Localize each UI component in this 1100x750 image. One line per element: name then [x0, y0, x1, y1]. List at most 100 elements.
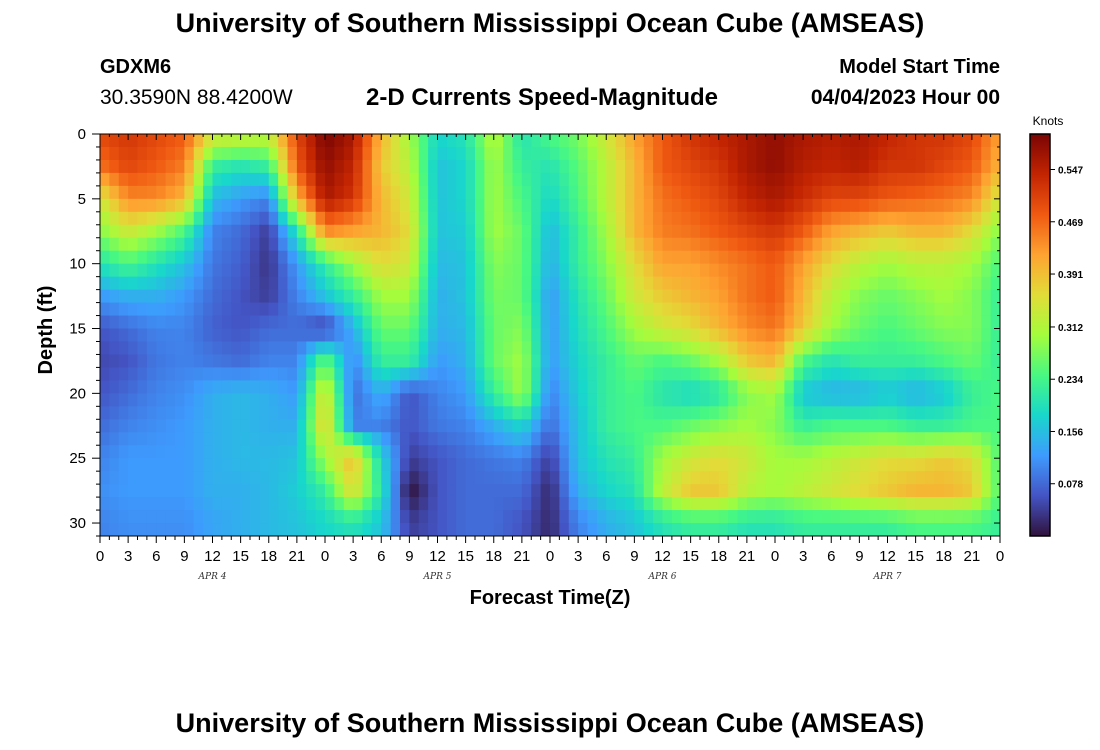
heatmap-cell	[531, 432, 542, 446]
heatmap-cell	[653, 289, 664, 304]
heatmap-cell	[446, 224, 457, 239]
heatmap-cell	[596, 237, 607, 252]
heatmap-cell	[540, 341, 551, 356]
heatmap-cell	[718, 393, 729, 407]
heatmap-cell	[971, 198, 982, 213]
heatmap-cell	[315, 159, 326, 174]
heatmap-cell	[868, 367, 879, 381]
heatmap-cell	[465, 367, 476, 381]
heatmap-cell	[287, 134, 298, 148]
heatmap-cell	[943, 341, 954, 356]
heatmap-cell	[953, 393, 964, 407]
heatmap-cell	[381, 497, 392, 511]
heatmap-cell	[793, 211, 804, 226]
heatmap-cell	[109, 172, 120, 187]
heatmap-cell	[390, 263, 401, 278]
heatmap-cell	[287, 289, 298, 304]
heatmap-cell	[896, 224, 907, 239]
heatmap-cell	[962, 302, 973, 317]
heatmap-cell	[137, 250, 148, 265]
heatmap-cell	[981, 250, 992, 265]
heatmap-cell	[906, 354, 917, 369]
heatmap-cell	[962, 419, 973, 433]
heatmap-cell	[484, 471, 495, 485]
heatmap-cell	[259, 484, 270, 498]
heatmap-cell	[484, 367, 495, 381]
heatmap-cell	[287, 211, 298, 226]
heatmap-cell	[175, 393, 185, 407]
heatmap-cell	[540, 523, 551, 536]
heatmap-cell	[521, 198, 532, 213]
heatmap-cell	[315, 406, 326, 420]
heatmap-cell	[812, 367, 823, 381]
heatmap-cell	[953, 289, 964, 304]
heatmap-cell	[156, 510, 167, 524]
heatmap-cell	[709, 263, 720, 278]
heatmap-cell	[915, 159, 926, 174]
heatmap-cell	[193, 289, 204, 304]
heatmap-cell	[709, 172, 720, 187]
heatmap-cell	[428, 289, 439, 304]
heatmap-cell	[250, 211, 260, 226]
heatmap-cell	[615, 185, 626, 200]
heatmap-cell	[475, 328, 485, 343]
heatmap-cell	[803, 432, 814, 446]
heatmap-cell	[446, 406, 457, 420]
heatmap-cell	[437, 211, 448, 226]
heatmap-cell	[175, 172, 185, 187]
heatmap-cell	[821, 172, 832, 187]
heatmap-cell	[484, 146, 495, 161]
heatmap-cell	[193, 458, 204, 472]
heatmap-cell	[409, 263, 420, 278]
heatmap-cell	[662, 406, 673, 420]
heatmap-cell	[512, 458, 523, 472]
heatmap-cell	[793, 445, 804, 459]
heatmap-cell	[803, 406, 814, 420]
heatmap-cell	[671, 198, 682, 213]
heatmap-cell	[550, 289, 560, 304]
heatmap-cell	[521, 432, 532, 446]
heatmap-cell	[671, 315, 682, 330]
heatmap-cell	[278, 172, 289, 187]
heatmap-cell	[568, 393, 579, 407]
heatmap-cell	[953, 276, 964, 291]
heatmap-cell	[971, 289, 982, 304]
heatmap-cell	[203, 289, 214, 304]
heatmap-cell	[587, 185, 598, 200]
heatmap-cell	[437, 289, 448, 304]
heatmap-cell	[671, 380, 682, 394]
heatmap-cell	[418, 354, 429, 369]
heatmap-cell	[231, 523, 242, 536]
heatmap-cell	[793, 367, 804, 381]
heatmap-cell	[821, 419, 832, 433]
heatmap-cell	[353, 172, 364, 187]
heatmap-cell	[634, 432, 645, 446]
heatmap-cell	[887, 406, 898, 420]
heatmap-cell	[315, 172, 326, 187]
heatmap-cell	[400, 224, 410, 239]
heatmap-cell	[896, 263, 907, 278]
heatmap-cell	[128, 224, 139, 239]
heatmap-cell	[878, 367, 889, 381]
heatmap-cell	[662, 134, 673, 148]
heatmap-cell	[578, 419, 589, 433]
heatmap-cell	[137, 237, 148, 252]
heatmap-cell	[203, 367, 214, 381]
heatmap-cell	[746, 393, 757, 407]
heatmap-cell	[578, 471, 589, 485]
heatmap-cell	[775, 250, 785, 265]
heatmap-cell	[793, 134, 804, 148]
heatmap-cell	[671, 237, 682, 252]
heatmap-cell	[521, 471, 532, 485]
heatmap-cell	[512, 289, 523, 304]
heatmap-cell	[212, 211, 223, 226]
heatmap-cell	[409, 211, 420, 226]
heatmap-cell	[559, 523, 570, 536]
heatmap-cell	[100, 406, 110, 420]
heatmap-cell	[418, 237, 429, 252]
heatmap-cell	[484, 380, 495, 394]
heatmap-cell	[596, 497, 607, 511]
heatmap-cell	[550, 393, 560, 407]
heatmap-cell	[756, 341, 767, 356]
heatmap-cell	[137, 458, 148, 472]
